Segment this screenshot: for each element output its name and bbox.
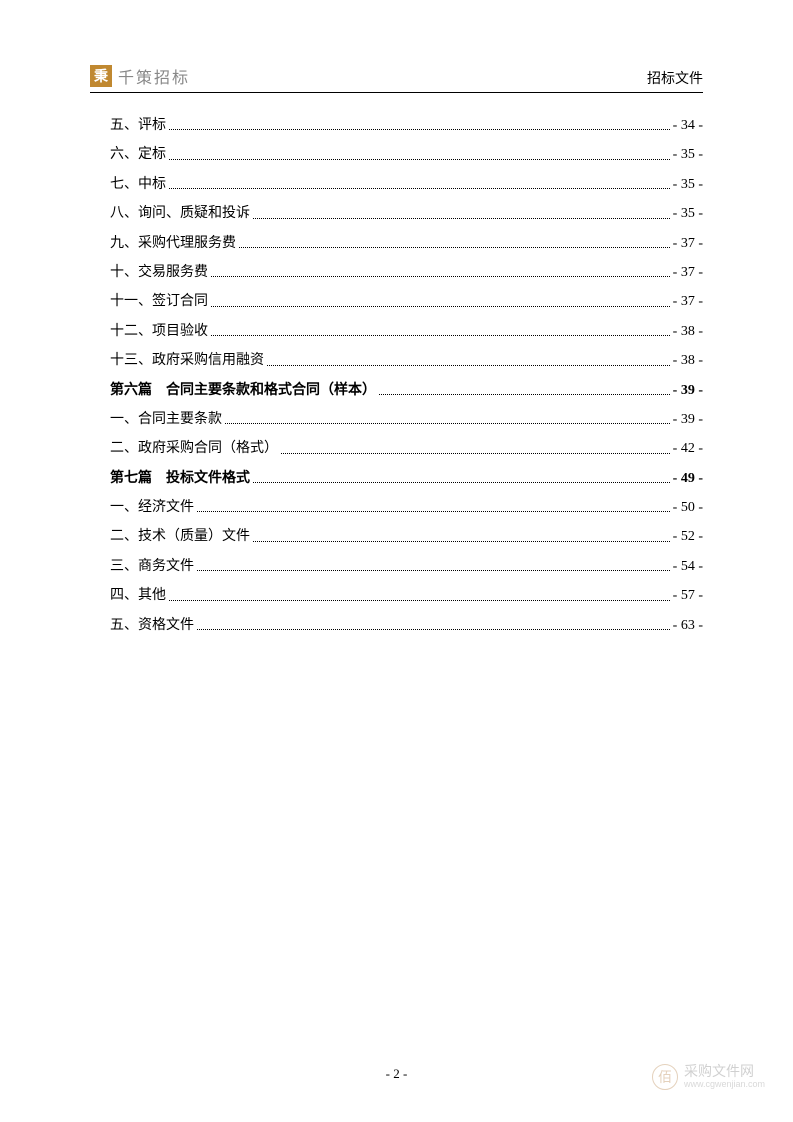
- toc-label: 七、中标: [110, 170, 166, 199]
- watermark: 佰 采购文件网 www.cgwenjian.com: [652, 1064, 765, 1090]
- toc-row: 十、交易服务费 - 37 -: [110, 258, 703, 287]
- toc-label: 一、合同主要条款: [110, 405, 222, 434]
- toc-row: 八、询问、质疑和投诉 - 35 -: [110, 199, 703, 228]
- toc-label: 二、政府采购合同（格式）: [110, 434, 278, 463]
- toc-page-number: - 49 -: [673, 464, 703, 493]
- toc-row: 五、资格文件 - 63 -: [110, 611, 703, 640]
- toc-leader-dots: [267, 365, 670, 366]
- table-of-contents: 五、评标- 34 -六、定标- 35 -七、中标- 35 -八、询问、质疑和投诉…: [90, 111, 703, 640]
- toc-page-number: - 39 -: [673, 376, 703, 405]
- toc-row: 二、技术（质量）文件 - 52 -: [110, 522, 703, 551]
- toc-label: 九、采购代理服务费: [110, 229, 236, 258]
- toc-label: 十、交易服务费: [110, 258, 208, 287]
- toc-label: 第六篇 合同主要条款和格式合同（样本）: [110, 376, 376, 405]
- toc-row: 二、政府采购合同（格式） - 42 -: [110, 434, 703, 463]
- toc-leader-dots: [253, 541, 670, 542]
- toc-leader-dots: [197, 629, 670, 630]
- toc-row: 五、评标 - 34 -: [110, 111, 703, 140]
- toc-row: 十一、签订合同 - 37 -: [110, 287, 703, 316]
- toc-page-number: - 35 -: [673, 140, 703, 169]
- toc-row: 七、中标 - 35 -: [110, 170, 703, 199]
- toc-row: 三、商务文件 - 54 -: [110, 552, 703, 581]
- document-page: 秉 千策招标 招标文件 五、评标 - 34 - 六、定标 - 35 - 七、中标 - 35…: [0, 0, 793, 1122]
- toc-page-number: - 34 -: [673, 111, 703, 140]
- toc-row: 九、采购代理服务费 - 37 -: [110, 229, 703, 258]
- toc-leader-dots: [253, 218, 670, 219]
- toc-row: 第七篇 投标文件格式 - 49 -: [110, 464, 703, 493]
- toc-leader-dots: [211, 335, 670, 336]
- toc-label: 八、询问、质疑和投诉: [110, 199, 250, 228]
- toc-label: 六、定标: [110, 140, 166, 169]
- toc-page-number: - 39 -: [673, 405, 703, 434]
- toc-page-number: - 63 -: [673, 611, 703, 640]
- toc-row: 一、合同主要条款 - 39 -: [110, 405, 703, 434]
- toc-leader-dots: [169, 159, 670, 160]
- toc-leader-dots: [169, 600, 670, 601]
- toc-leader-dots: [253, 482, 670, 483]
- watermark-site-name: 采购文件网: [684, 1064, 765, 1079]
- toc-page-number: - 57 -: [673, 581, 703, 610]
- toc-leader-dots: [225, 423, 670, 424]
- toc-leader-dots: [239, 247, 670, 248]
- logo-area: 秉 千策招标: [90, 64, 190, 88]
- toc-leader-dots: [169, 129, 670, 130]
- page-header: 秉 千策招标 招标文件: [90, 64, 703, 93]
- toc-leader-dots: [211, 306, 670, 307]
- logo-text: 千策招标: [118, 64, 190, 88]
- toc-page-number: - 37 -: [673, 258, 703, 287]
- toc-label: 一、经济文件: [110, 493, 194, 522]
- toc-row: 一、经济文件 - 50 -: [110, 493, 703, 522]
- toc-page-number: - 35 -: [673, 199, 703, 228]
- toc-leader-dots: [281, 453, 670, 454]
- toc-row: 十三、政府采购信用融资 - 38 -: [110, 346, 703, 375]
- toc-row: 第六篇 合同主要条款和格式合同（样本） - 39 -: [110, 376, 703, 405]
- document-type-label: 招标文件: [647, 68, 703, 88]
- toc-page-number: - 52 -: [673, 522, 703, 551]
- page-number: - 2 -: [386, 1066, 408, 1081]
- toc-label: 二、技术（质量）文件: [110, 522, 250, 551]
- toc-leader-dots: [379, 394, 670, 395]
- toc-page-number: - 38 -: [673, 346, 703, 375]
- toc-page-number: - 42 -: [673, 434, 703, 463]
- toc-page-number: - 37 -: [673, 287, 703, 316]
- toc-leader-dots: [197, 511, 670, 512]
- toc-label: 十二、项目验收: [110, 317, 208, 346]
- toc-label: 十一、签订合同: [110, 287, 208, 316]
- toc-leader-dots: [197, 570, 670, 571]
- toc-label: 五、评标: [110, 111, 166, 140]
- watermark-text: 采购文件网 www.cgwenjian.com: [684, 1064, 765, 1089]
- toc-page-number: - 38 -: [673, 317, 703, 346]
- toc-row: 十二、项目验收 - 38 -: [110, 317, 703, 346]
- toc-label: 第七篇 投标文件格式: [110, 464, 250, 493]
- watermark-icon: 佰: [652, 1064, 678, 1090]
- watermark-url: www.cgwenjian.com: [684, 1080, 765, 1090]
- toc-row: 四、其他 - 57 -: [110, 581, 703, 610]
- toc-page-number: - 50 -: [673, 493, 703, 522]
- toc-label: 三、商务文件: [110, 552, 194, 581]
- toc-row: 六、定标 - 35 -: [110, 140, 703, 169]
- toc-page-number: - 54 -: [673, 552, 703, 581]
- toc-page-number: - 37 -: [673, 229, 703, 258]
- toc-label: 四、其他: [110, 581, 166, 610]
- toc-label: 五、资格文件: [110, 611, 194, 640]
- logo-icon: 秉: [90, 65, 112, 87]
- toc-leader-dots: [169, 188, 670, 189]
- toc-leader-dots: [211, 276, 670, 277]
- toc-page-number: - 35 -: [673, 170, 703, 199]
- toc-label: 十三、政府采购信用融资: [110, 346, 264, 375]
